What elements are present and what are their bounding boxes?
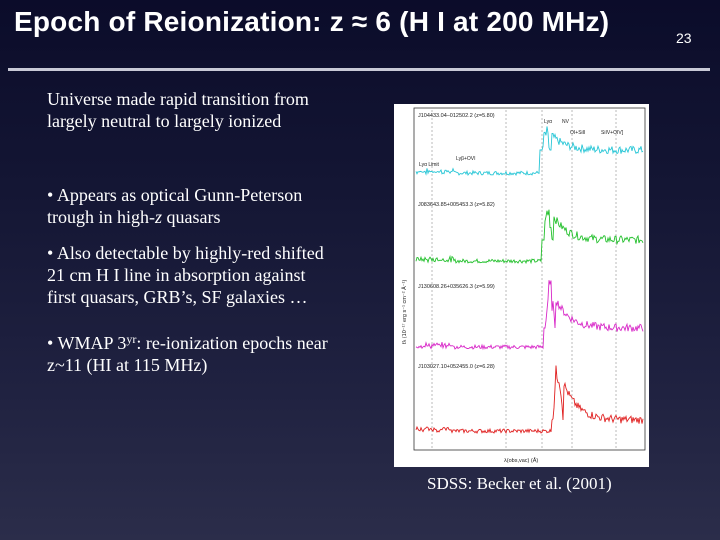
bullet-1-line-2b: quasars <box>162 207 221 227</box>
title-divider <box>8 68 710 71</box>
panel-2-label: J083643.85+005453.3 (z=5.82) <box>418 202 495 208</box>
spectrum-magenta <box>415 280 644 351</box>
figure-caption: SDSS: Becker et al. (2001) <box>427 474 612 493</box>
spectra-plot: J104433.04–012502.2 (z=5.80) J083643.85+… <box>401 107 646 464</box>
bullet-marker: • <box>47 185 54 205</box>
quasar-spectra-figure: J104433.04–012502.2 (z=5.80) J083643.85+… <box>394 104 649 467</box>
bullet-3-line-1b: : re-ionization epochs near <box>136 333 328 353</box>
slide-number: 23 <box>676 30 692 46</box>
bullet-1-z: z <box>155 207 163 227</box>
annotation-lylimit: Lyα Limit <box>419 162 440 168</box>
spectrum-green <box>415 209 644 265</box>
bullet-3-sup: yr <box>126 332 137 346</box>
bullet-2-line-1: Also detectable by highly-red shifted <box>56 243 324 263</box>
bullet-marker: • <box>47 243 54 263</box>
panel-4-label: J103027.10+052455.0 (z=6.28) <box>418 364 495 370</box>
bullet-3-line-1a: WMAP 3 <box>57 333 127 353</box>
bullet-2-line-2: 21 cm H I line in absorption against <box>47 265 306 285</box>
slide-title: Epoch of Reionization: z ≈ 6 (H I at 200… <box>14 6 610 37</box>
bullet-2-line-3: first quasars, GRB’s, SF galaxies … <box>47 287 308 307</box>
annotation-lya: Lyα <box>544 119 552 125</box>
annotation-oi: OI+SiII <box>570 130 585 136</box>
bullet-gunn-peterson: • Appears as optical Gunn-Peterson troug… <box>47 184 387 228</box>
bullet-3-line-2: z~11 (HI at 115 MHz) <box>47 355 208 375</box>
bullet-1-line-2a: trough in high- <box>47 207 155 227</box>
bullet-marker: • <box>47 333 54 353</box>
panel-1-label: J104433.04–012502.2 (z=5.80) <box>418 113 495 119</box>
x-axis-label: λ(obs,vac) (Å) <box>504 457 538 464</box>
intro-line-1: Universe made rapid transition from <box>47 89 309 109</box>
bullet-1-line-1: Appears as optical Gunn-Peterson <box>56 185 303 205</box>
annotation-nv: NV <box>562 119 570 125</box>
plot-frame <box>413 107 646 451</box>
y-axis-label: fλ (10⁻¹⁷ erg s⁻¹ cm⁻² Å⁻¹) <box>401 280 408 344</box>
intro-paragraph: Universe made rapid transition from larg… <box>47 88 387 132</box>
spectrum-cyan <box>415 126 644 177</box>
bullet-wmap: • WMAP 3yr: re-ionization epochs near z~… <box>47 328 387 376</box>
annotation-siiv: SiIV+OIV] <box>601 130 624 136</box>
bullet-21cm: • Also detectable by highly-red shifted … <box>47 242 387 308</box>
spectrum-red <box>415 365 644 435</box>
panel-3-label: J130608.26+035626.3 (z=5.99) <box>418 284 495 290</box>
annotation-lyb: Lyβ+OVI <box>456 156 476 162</box>
intro-line-2: largely neutral to largely ionized <box>47 111 282 131</box>
